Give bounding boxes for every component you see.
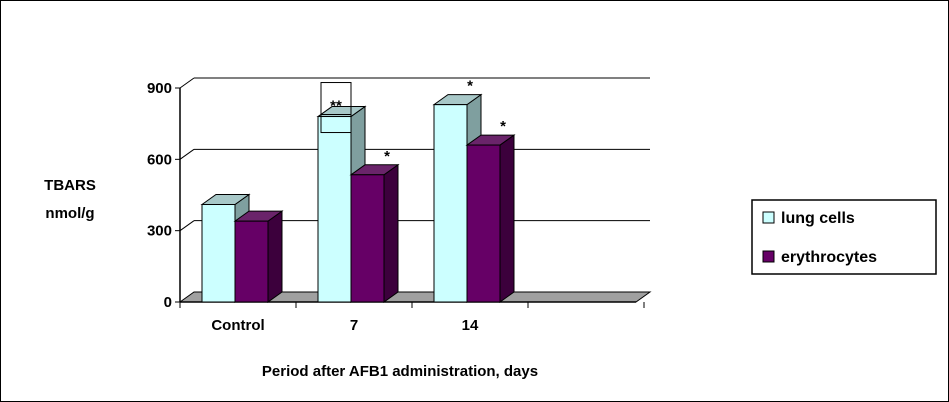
significance-label: * [500, 118, 506, 135]
y-tick-label: 0 [164, 294, 172, 311]
bar-front [201, 204, 236, 303]
y-axis-title-line: nmol/g [45, 205, 94, 222]
bar-side [267, 210, 283, 303]
significance-label: * [384, 148, 390, 165]
gridline-edge [179, 220, 195, 232]
bar-erythrocytes [349, 163, 400, 303]
bar-front [433, 104, 468, 303]
y-tick-label: 900 [147, 80, 172, 97]
x-axis-title: Period after AFB1 administration, days [262, 363, 538, 380]
x-tick-label: 14 [462, 317, 479, 334]
legend-label-erythrocytes: erythrocytes [781, 249, 877, 266]
legend-swatch-lung-cells [762, 211, 775, 224]
x-tick-label: Control [211, 317, 264, 334]
bar-side [499, 134, 515, 303]
gridline-edge [179, 148, 195, 160]
bar-side [383, 163, 399, 303]
bar-front [234, 220, 269, 303]
legend-box [751, 199, 937, 275]
bar-front [350, 174, 385, 303]
x-tick-label: 7 [350, 317, 358, 334]
legend-swatch-erythrocytes [762, 250, 775, 263]
significance-label: ** [330, 98, 342, 115]
bar-erythrocytes [233, 210, 284, 303]
gridline-edge [179, 77, 195, 89]
annotation-box [320, 82, 352, 134]
bar-front [466, 144, 501, 303]
significance-label: * [467, 78, 473, 95]
bar-erythrocytes [465, 134, 516, 303]
y-tick-label: 300 [147, 223, 172, 240]
legend: lung cells erythrocytes [751, 199, 937, 275]
y-tick-label: 600 [147, 151, 172, 168]
legend-label-lung-cells: lung cells [781, 210, 855, 227]
y-axis-title-line: TBARS [44, 177, 96, 194]
bar-front [317, 116, 352, 303]
